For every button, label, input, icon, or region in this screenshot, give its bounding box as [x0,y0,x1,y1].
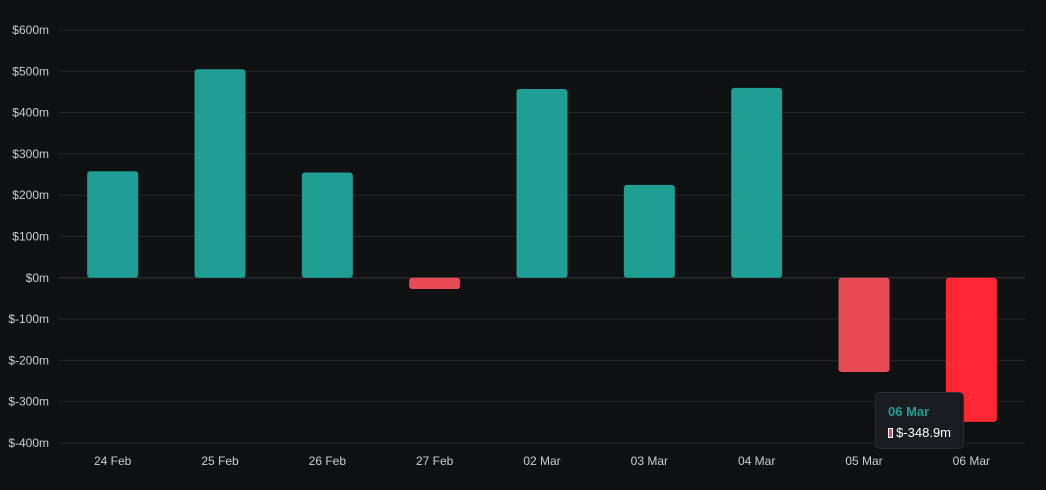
x-tick-label: 02 Mar [523,454,560,468]
x-axis: 24 Feb 25 Feb 26 Feb 27 Feb 02 Mar 03 Mar 04 M… [94,454,990,468]
bar-05-mar[interactable] [838,277,890,372]
y-tick-label: $-100m [8,312,49,326]
bars [87,69,997,422]
x-tick-label: 05 Mar [845,454,882,468]
bar-06-mar[interactable] [945,277,997,422]
y-tick-label: $300m [12,147,49,161]
y-tick-label: $600m [12,23,49,37]
bar-03-mar[interactable] [623,184,675,278]
tooltip-value: $-348.9m [896,425,951,440]
y-tick-label: $200m [12,188,49,202]
bar-27-feb[interactable] [409,277,461,289]
y-tick-label: $-200m [8,353,49,367]
tooltip-swatch [888,427,894,438]
y-tick-label: $400m [12,106,49,120]
y-tick-label: $-400m [8,436,49,450]
bar-25-feb[interactable] [194,69,246,278]
x-tick-label: 26 Feb [309,454,347,468]
x-tick-label: 06 Mar [953,454,990,468]
bar-26-feb[interactable] [301,172,353,278]
y-tick-label: $100m [12,230,49,244]
bar-24-feb[interactable] [87,171,139,278]
y-tick-label: $0m [26,271,49,285]
y-tick-label: $-300m [8,395,49,409]
tooltip: 06 Mar $-348.9m [875,392,964,449]
bar-04-mar[interactable] [731,87,783,278]
x-tick-label: 24 Feb [94,454,132,468]
y-tick-label: $500m [12,64,49,78]
x-tick-label: 04 Mar [738,454,775,468]
bar-02-mar[interactable] [516,89,568,278]
x-tick-label: 27 Feb [416,454,454,468]
tooltip-row: $-348.9m [888,425,951,440]
x-tick-label: 03 Mar [631,454,668,468]
tooltip-title: 06 Mar [888,404,930,419]
y-axis: $600m $500m $400m $300m $200m $100m $0m $-100m $… [8,23,49,450]
x-tick-label: 25 Feb [201,454,239,468]
